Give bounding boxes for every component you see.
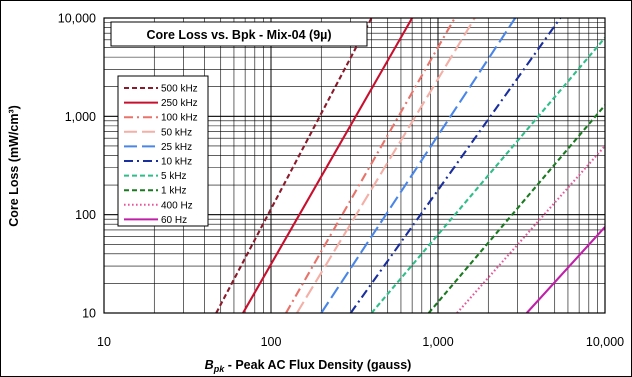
plot-area-border xyxy=(103,17,606,314)
series-line xyxy=(320,18,517,313)
legend-frame xyxy=(117,75,209,227)
series-line xyxy=(370,37,605,313)
y-axis-label: Core Loss (mW/cm³) xyxy=(7,105,21,227)
x-tick-label: 1,000 xyxy=(422,335,453,349)
legend-label: 250 kHz xyxy=(161,98,198,109)
legend-label: 25 kHz xyxy=(161,142,192,153)
series-line xyxy=(427,104,605,313)
y-tick-label: 1,000 xyxy=(65,110,96,124)
series-line xyxy=(525,226,605,313)
series-line xyxy=(242,18,414,313)
x-tick-label: 100 xyxy=(261,335,282,349)
legend-label: 10 kHz xyxy=(161,157,192,168)
series-group xyxy=(215,18,605,313)
legend: 500 kHz 250 kHz 100 kHz 50 kHz 25 kHz 10 kHz 5… xyxy=(117,75,209,227)
series-line xyxy=(456,145,605,313)
legend-label: 50 kHz xyxy=(161,127,192,138)
legend-label: 400 Hz xyxy=(161,200,193,211)
x-axis-label-rest: - Peak AC Flux Density (gauss) xyxy=(224,358,411,372)
legend-label: 100 kHz xyxy=(161,113,198,124)
title-box-frame xyxy=(110,21,368,47)
x-axis-label-subscript: pk xyxy=(213,364,225,374)
legend-label: 5 kHz xyxy=(161,171,187,182)
legend-label: 500 kHz xyxy=(161,84,198,95)
tick-labels: 10 100 1,000 10,000 10 100 1,000 10,000 xyxy=(58,12,624,350)
legend-label: 1 kHz xyxy=(161,186,187,197)
legend-label: 60 Hz xyxy=(161,215,187,226)
series-line xyxy=(296,18,476,313)
y-tick-label: 10 xyxy=(82,307,96,321)
title-box: Core Loss vs. Bpk - Mix-04 (9µ) xyxy=(110,21,368,47)
y-tick-label: 10,000 xyxy=(58,12,96,26)
y-tick-label: 100 xyxy=(75,208,96,222)
series-line xyxy=(349,18,562,313)
x-axis-label: Bpk - Peak AC Flux Density (gauss) xyxy=(205,358,412,374)
chart-title: Core Loss vs. Bpk - Mix-04 (9µ) xyxy=(146,28,331,42)
x-axis-label-italic: B xyxy=(205,358,214,372)
x-tick-label: 10 xyxy=(97,335,111,349)
x-tick-label: 10,000 xyxy=(586,335,624,349)
